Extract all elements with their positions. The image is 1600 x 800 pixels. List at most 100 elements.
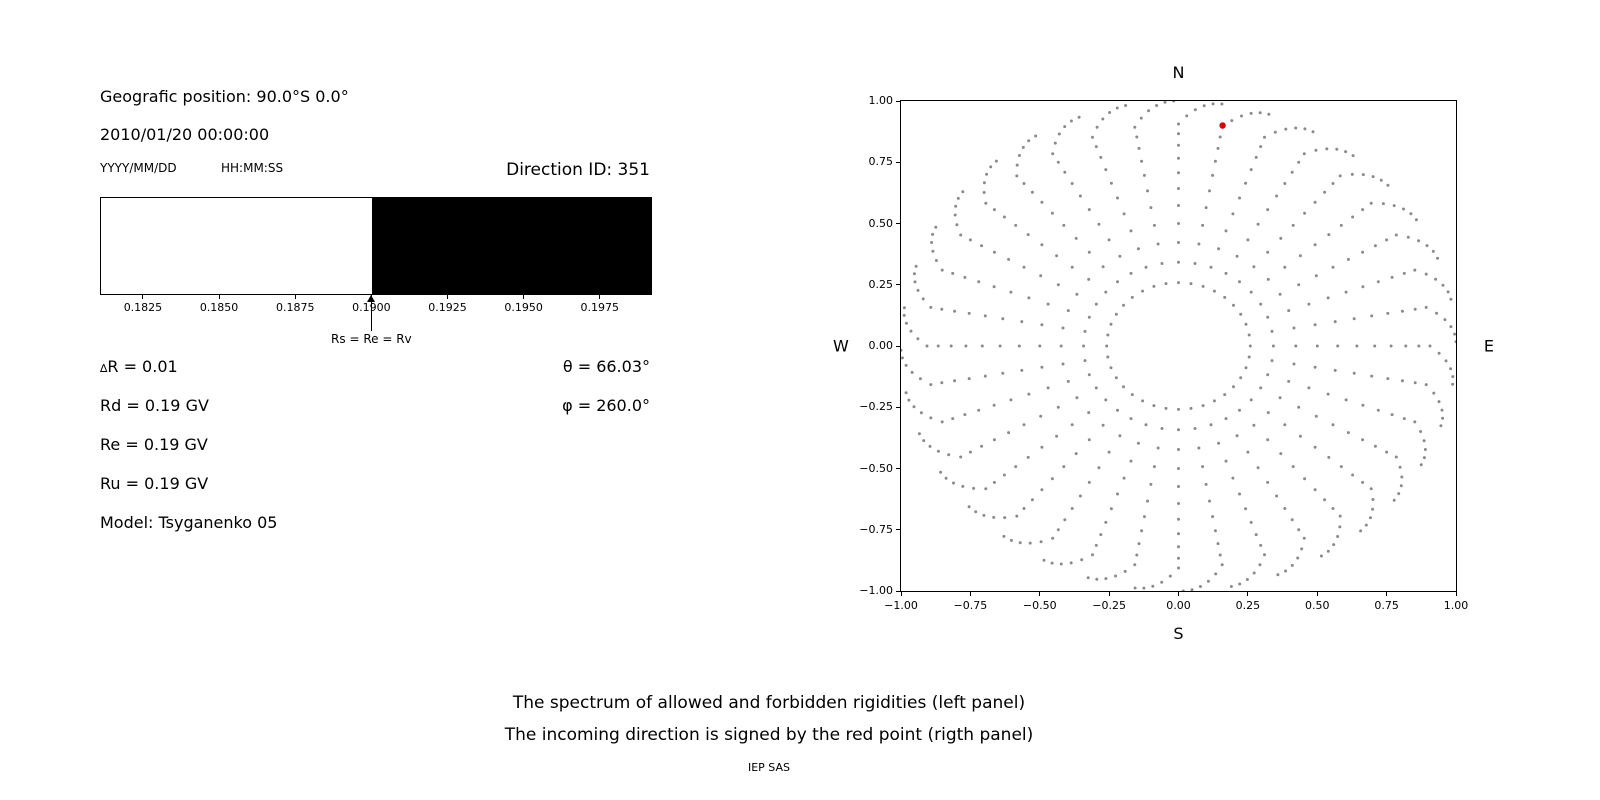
gray-dot bbox=[1061, 362, 1065, 366]
gray-dot bbox=[1413, 307, 1417, 311]
gray-dot bbox=[1061, 326, 1065, 330]
gray-dot bbox=[902, 313, 906, 317]
gray-dot bbox=[930, 241, 934, 244]
gray-dot bbox=[1109, 507, 1113, 511]
direction-id-title: Direction ID: 351 bbox=[506, 160, 650, 180]
gray-dot bbox=[1313, 445, 1317, 449]
gray-dot bbox=[1406, 235, 1410, 239]
gray-dot bbox=[1352, 371, 1356, 375]
gray-dot bbox=[1056, 160, 1060, 164]
gray-dot bbox=[1015, 514, 1019, 518]
gray-dot bbox=[1361, 480, 1365, 484]
gray-dot bbox=[1361, 250, 1365, 254]
gray-dot bbox=[1028, 541, 1032, 545]
gray-dot bbox=[1449, 367, 1453, 371]
gray-dot bbox=[1142, 173, 1146, 177]
sky-y-tick-label: 0.00 bbox=[868, 339, 894, 352]
gray-dot bbox=[1137, 542, 1141, 546]
gray-dot bbox=[1252, 571, 1256, 575]
gray-dot bbox=[1001, 371, 1005, 375]
gray-dot bbox=[1164, 282, 1168, 286]
gray-dot bbox=[1177, 545, 1180, 549]
gray-dot bbox=[1441, 416, 1445, 420]
gray-dot bbox=[1271, 344, 1275, 348]
gray-dot bbox=[1361, 403, 1365, 407]
gray-dot bbox=[1214, 572, 1218, 576]
gray-dot bbox=[983, 314, 987, 318]
gray-dot bbox=[980, 444, 984, 448]
gray-dot bbox=[1220, 563, 1224, 567]
gray-dot bbox=[992, 250, 996, 254]
delta-r-text: ∆R = 0.01 bbox=[100, 357, 178, 376]
gray-dot bbox=[1204, 482, 1208, 486]
gray-dot bbox=[1259, 543, 1263, 547]
gray-dot bbox=[1276, 573, 1280, 577]
gray-dot bbox=[1390, 413, 1394, 417]
geo-position-text: Geografic position: 90.0°S 0.0° bbox=[100, 87, 349, 106]
gray-dot bbox=[1087, 315, 1091, 319]
gray-dot bbox=[1129, 229, 1133, 233]
gray-dot bbox=[929, 416, 933, 420]
gray-dot bbox=[1097, 222, 1101, 226]
gray-dot bbox=[1217, 441, 1221, 445]
gray-dot bbox=[1059, 562, 1063, 566]
gray-dot bbox=[1197, 446, 1201, 450]
gray-dot bbox=[1270, 359, 1274, 363]
gray-dot bbox=[1130, 393, 1134, 397]
gray-dot bbox=[1116, 492, 1119, 496]
gray-dot bbox=[1303, 211, 1307, 215]
gray-dot bbox=[1422, 439, 1426, 443]
gray-dot bbox=[1359, 529, 1363, 533]
gray-dot bbox=[1122, 476, 1126, 480]
gray-dot bbox=[961, 484, 965, 488]
gray-dot bbox=[1400, 309, 1404, 313]
gray-dot bbox=[1140, 159, 1144, 163]
gray-dot bbox=[1114, 574, 1117, 578]
gray-dot bbox=[1296, 556, 1300, 560]
gray-dot bbox=[1283, 423, 1287, 427]
gray-dot bbox=[1135, 135, 1139, 139]
gray-dot bbox=[1002, 215, 1006, 219]
gray-dot bbox=[1252, 423, 1256, 427]
gray-dot bbox=[985, 172, 989, 176]
gray-dot bbox=[936, 449, 940, 453]
gray-dot bbox=[1094, 302, 1098, 306]
gray-dot bbox=[1055, 434, 1059, 438]
gray-dot bbox=[921, 297, 925, 301]
gray-dot bbox=[1177, 467, 1180, 470]
gray-dot bbox=[1208, 499, 1211, 503]
gray-dot bbox=[1440, 408, 1444, 412]
gray-dot bbox=[1266, 250, 1270, 254]
gray-dot bbox=[1080, 558, 1084, 562]
gray-dot bbox=[1424, 383, 1428, 387]
gray-dot bbox=[980, 344, 984, 348]
gray-dot bbox=[1017, 344, 1021, 348]
gray-dot bbox=[1283, 507, 1287, 510]
gray-dot bbox=[1057, 132, 1061, 136]
gray-dot bbox=[1039, 274, 1043, 278]
gray-dot bbox=[1015, 174, 1019, 178]
gray-dot bbox=[1062, 223, 1066, 227]
gray-dot bbox=[1294, 344, 1298, 348]
gray-dot bbox=[1223, 393, 1227, 397]
spectrum-tick-label: 0.1875 bbox=[275, 301, 315, 314]
gray-dot bbox=[1259, 386, 1263, 390]
sky-x-tick-mark bbox=[900, 591, 902, 596]
gray-dot bbox=[1094, 543, 1098, 547]
gray-dot bbox=[1399, 484, 1403, 488]
sky-y-tick-mark bbox=[896, 223, 901, 224]
gray-dot bbox=[963, 413, 967, 417]
gray-dot bbox=[1413, 420, 1417, 424]
gray-dot bbox=[1122, 303, 1125, 307]
gray-dot bbox=[1338, 525, 1342, 529]
gray-dot bbox=[1290, 563, 1294, 567]
gray-dot bbox=[1451, 375, 1455, 379]
ru-text: Ru = 0.19 GV bbox=[100, 474, 209, 493]
gray-dot bbox=[1014, 223, 1018, 227]
gray-dot bbox=[1249, 398, 1253, 402]
spectrum-plot bbox=[100, 197, 652, 295]
gray-dot bbox=[1094, 145, 1098, 149]
gray-dot bbox=[1319, 554, 1323, 558]
gray-dot bbox=[1425, 244, 1429, 248]
gray-dot bbox=[1040, 243, 1044, 247]
